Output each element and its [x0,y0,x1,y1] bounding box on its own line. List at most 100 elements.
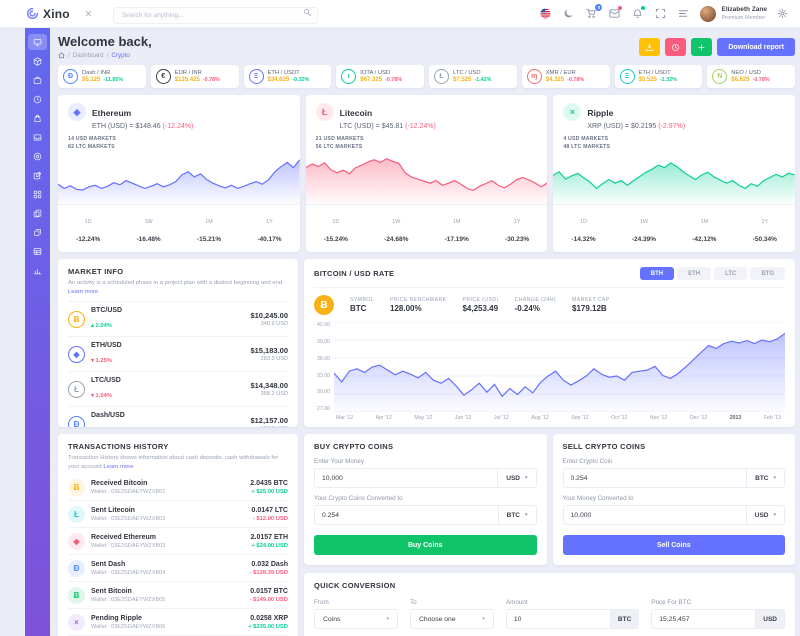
buy-money-input[interactable] [315,474,498,482]
download-button[interactable] [639,38,661,56]
transactions-rows: Ƀ Received Bitcoin Wallet : 03E2SDAEYWZX… [68,474,288,636]
bell-icon[interactable] [632,6,646,19]
sidebar-item-chart[interactable] [28,262,47,278]
coin-sparkline-chart [305,152,548,205]
market-price: $14,348.00 [250,381,288,391]
ticker-card[interactable]: Ξ ETH / USDT $34.625 -0.32% [243,65,332,88]
market-info-row[interactable]: Ƀ BTC/USD ▴ 2.04% $10,245.00 340.9 USD [68,301,288,336]
conversion-fields: From Coins ▾ To Choose one ▾ [314,592,785,630]
expand-icon[interactable] [655,8,666,19]
sidebar-item-edit[interactable] [28,167,47,183]
breadcrumb-item[interactable]: Dashboard [72,52,104,59]
ticker-card[interactable]: ɱ XMR / EUR $4.325 -0.78% [521,65,610,88]
bitcoin-stat: CHANGE (24H) -0.24% [514,296,556,314]
ticker-price: $67.325 [360,77,382,83]
market-info-row[interactable]: Ł LTC/USD ▾ 1.04% $14,348.00 368.2 USD [68,371,288,406]
sidebar-item-briefcase[interactable] [28,72,47,88]
ticker-card[interactable]: Ξ ETH / USDT $5.525 -1.32% [614,65,703,88]
download-report-button[interactable]: Download report [717,38,795,56]
market-info-title: MARKET INFO [68,267,124,277]
plus-button[interactable] [691,38,713,56]
buy-converted-input[interactable] [315,511,498,519]
coin-icon: Đ [63,69,78,84]
ticker-pair: EUR / INR [174,70,202,76]
transaction-row[interactable]: Ƀ Sent Bitcoin Wallet : 03E2SDAEYWZXB05 … [68,581,288,608]
sidebar-item-pages[interactable] [28,205,47,221]
sidebar-item-clock[interactable] [28,91,47,107]
sell-coin-input[interactable] [563,474,747,482]
navbar-icons: 0 [540,4,689,19]
sidebar-item-monitor[interactable] [28,34,47,50]
brand-logo[interactable]: Xino [26,7,70,21]
tab-btg[interactable]: BTG [750,267,785,281]
menu-icon[interactable] [678,8,689,19]
ticker-card[interactable]: Ł LTC / USD $7.525 -1.42% [429,65,517,88]
transaction-amounts: 0.032 Dash - $128.39 USD [250,561,288,576]
ticker-card[interactable]: N NEO / USD $6.625 -0.78% [707,65,795,88]
transaction-row[interactable]: Ƀ Received Bitcoin Wallet : 03E2SDAEYWZX… [68,474,288,500]
sidebar-item-table[interactable] [28,243,47,259]
price-input[interactable] [652,615,756,623]
ticker-card[interactable]: € EUR / INR $135.425 -0.78% [150,65,239,88]
transactions-title: TRANSACTIONS HISTORY [68,442,169,452]
sidebar-item-copy[interactable] [28,224,47,240]
sidebar-item-grid[interactable] [28,186,47,202]
market-info-row[interactable]: Đ Dash/USD ▴ 2.04% $12,157.00 127.3 USD [68,406,288,428]
search-icon[interactable] [303,8,312,17]
transaction-row[interactable]: ◆ Received Ethereum Wallet : 03E2SDAEYWZ… [68,527,288,554]
sell-currency-select[interactable]: USD ▾ [745,506,784,525]
transaction-amount: 0.032 Dash [251,561,288,568]
y-axis-tick: 27.00 [317,406,330,413]
moon-icon[interactable] [563,8,574,19]
transaction-row[interactable]: Ł Sent Litecoin Wallet : 03E2SDAEYWZXB02… [68,500,288,527]
transaction-amount: 0.0157 BTC [250,588,288,595]
mail-icon[interactable] [609,6,623,19]
search-input[interactable] [112,6,318,24]
cart-icon[interactable]: 0 [586,4,603,19]
amount-input[interactable] [506,615,610,623]
buy-coin-select[interactable]: BTC ▾ [497,506,536,525]
bitcoin-panel-header: BITCOIN / USD RATE BTH ETH LTC BTG [314,267,785,281]
home-icon[interactable] [58,52,65,59]
sell-converted-input[interactable] [563,511,746,519]
from-select[interactable]: Coins ▾ [314,609,398,630]
flag-us-icon[interactable] [540,8,552,19]
transaction-row[interactable]: Đ Sent Dash Wallet : 03E2SDAEYWZXB04 0.0… [68,554,288,581]
buy-money-currency-select[interactable]: USD ▾ [497,469,535,488]
header-actions: Download report [639,38,795,56]
transactions-learn-more-link[interactable]: Learn more [103,463,134,470]
coin-icon: ◆ [68,532,85,550]
tab-ltc[interactable]: LTC [714,267,748,281]
sidebar-item-inbox[interactable] [28,129,47,145]
ticker-card[interactable]: Đ Dash / INR $5.125 -11.85% [58,65,146,88]
buy-money-label: Enter Your Money [314,458,365,466]
middle-row: MARKET INFO An activity is a scheduled p… [58,259,795,428]
gear-icon[interactable] [777,8,788,19]
tab-bth[interactable]: BTH [639,267,675,281]
coin-card-titles: Ethereum ETH (USD) = $148.46 (-12.24%) [92,103,193,130]
breadcrumb-item[interactable]: Crypto [111,52,130,59]
tab-eth[interactable]: ETH [677,267,712,281]
user-menu[interactable]: Elizabeth Zane Premium Member [700,5,767,22]
sell-coins-button[interactable]: Sell Coins [562,535,785,556]
market-info-learn-more-link[interactable]: Learn more [68,288,99,295]
sell-coin-select[interactable]: BTC ▾ [746,469,784,488]
transaction-row[interactable]: × Pending Ripple Wallet : 03E2SDAEYWZXB0… [68,608,288,635]
coin-chart-card: Ł Litecoin LTC (USD) = $45.81 (-12.24%) … [305,95,548,253]
sidebar-item-disc[interactable] [28,148,47,164]
table-icon [33,247,42,256]
ticker-card[interactable]: ι IOTA / USD $67.325 -0.78% [336,65,424,88]
coin-name: Litecoin [339,108,373,118]
buy-converted-group: BTC ▾ [314,505,537,526]
history-button[interactable] [665,38,687,56]
ticker-price: $34.625 [267,77,290,83]
main-content: Welcome back, / Dashboard / Crypto Download… [58,28,795,636]
close-icon[interactable] [84,9,93,18]
sidebar-item-bag[interactable] [28,110,47,126]
market-info-row[interactable]: ◆ ETH/USD ▾ 1.25% $15,183.00 283.5 USD [68,336,288,371]
buy-coins-button[interactable]: Buy Coins [314,535,537,556]
sidebar-item-cube[interactable] [28,53,47,69]
coin-stat: 1D -14.32% [571,219,596,244]
buy-money-group: USD ▾ [314,468,537,489]
to-select[interactable]: Choose one ▾ [409,609,494,630]
